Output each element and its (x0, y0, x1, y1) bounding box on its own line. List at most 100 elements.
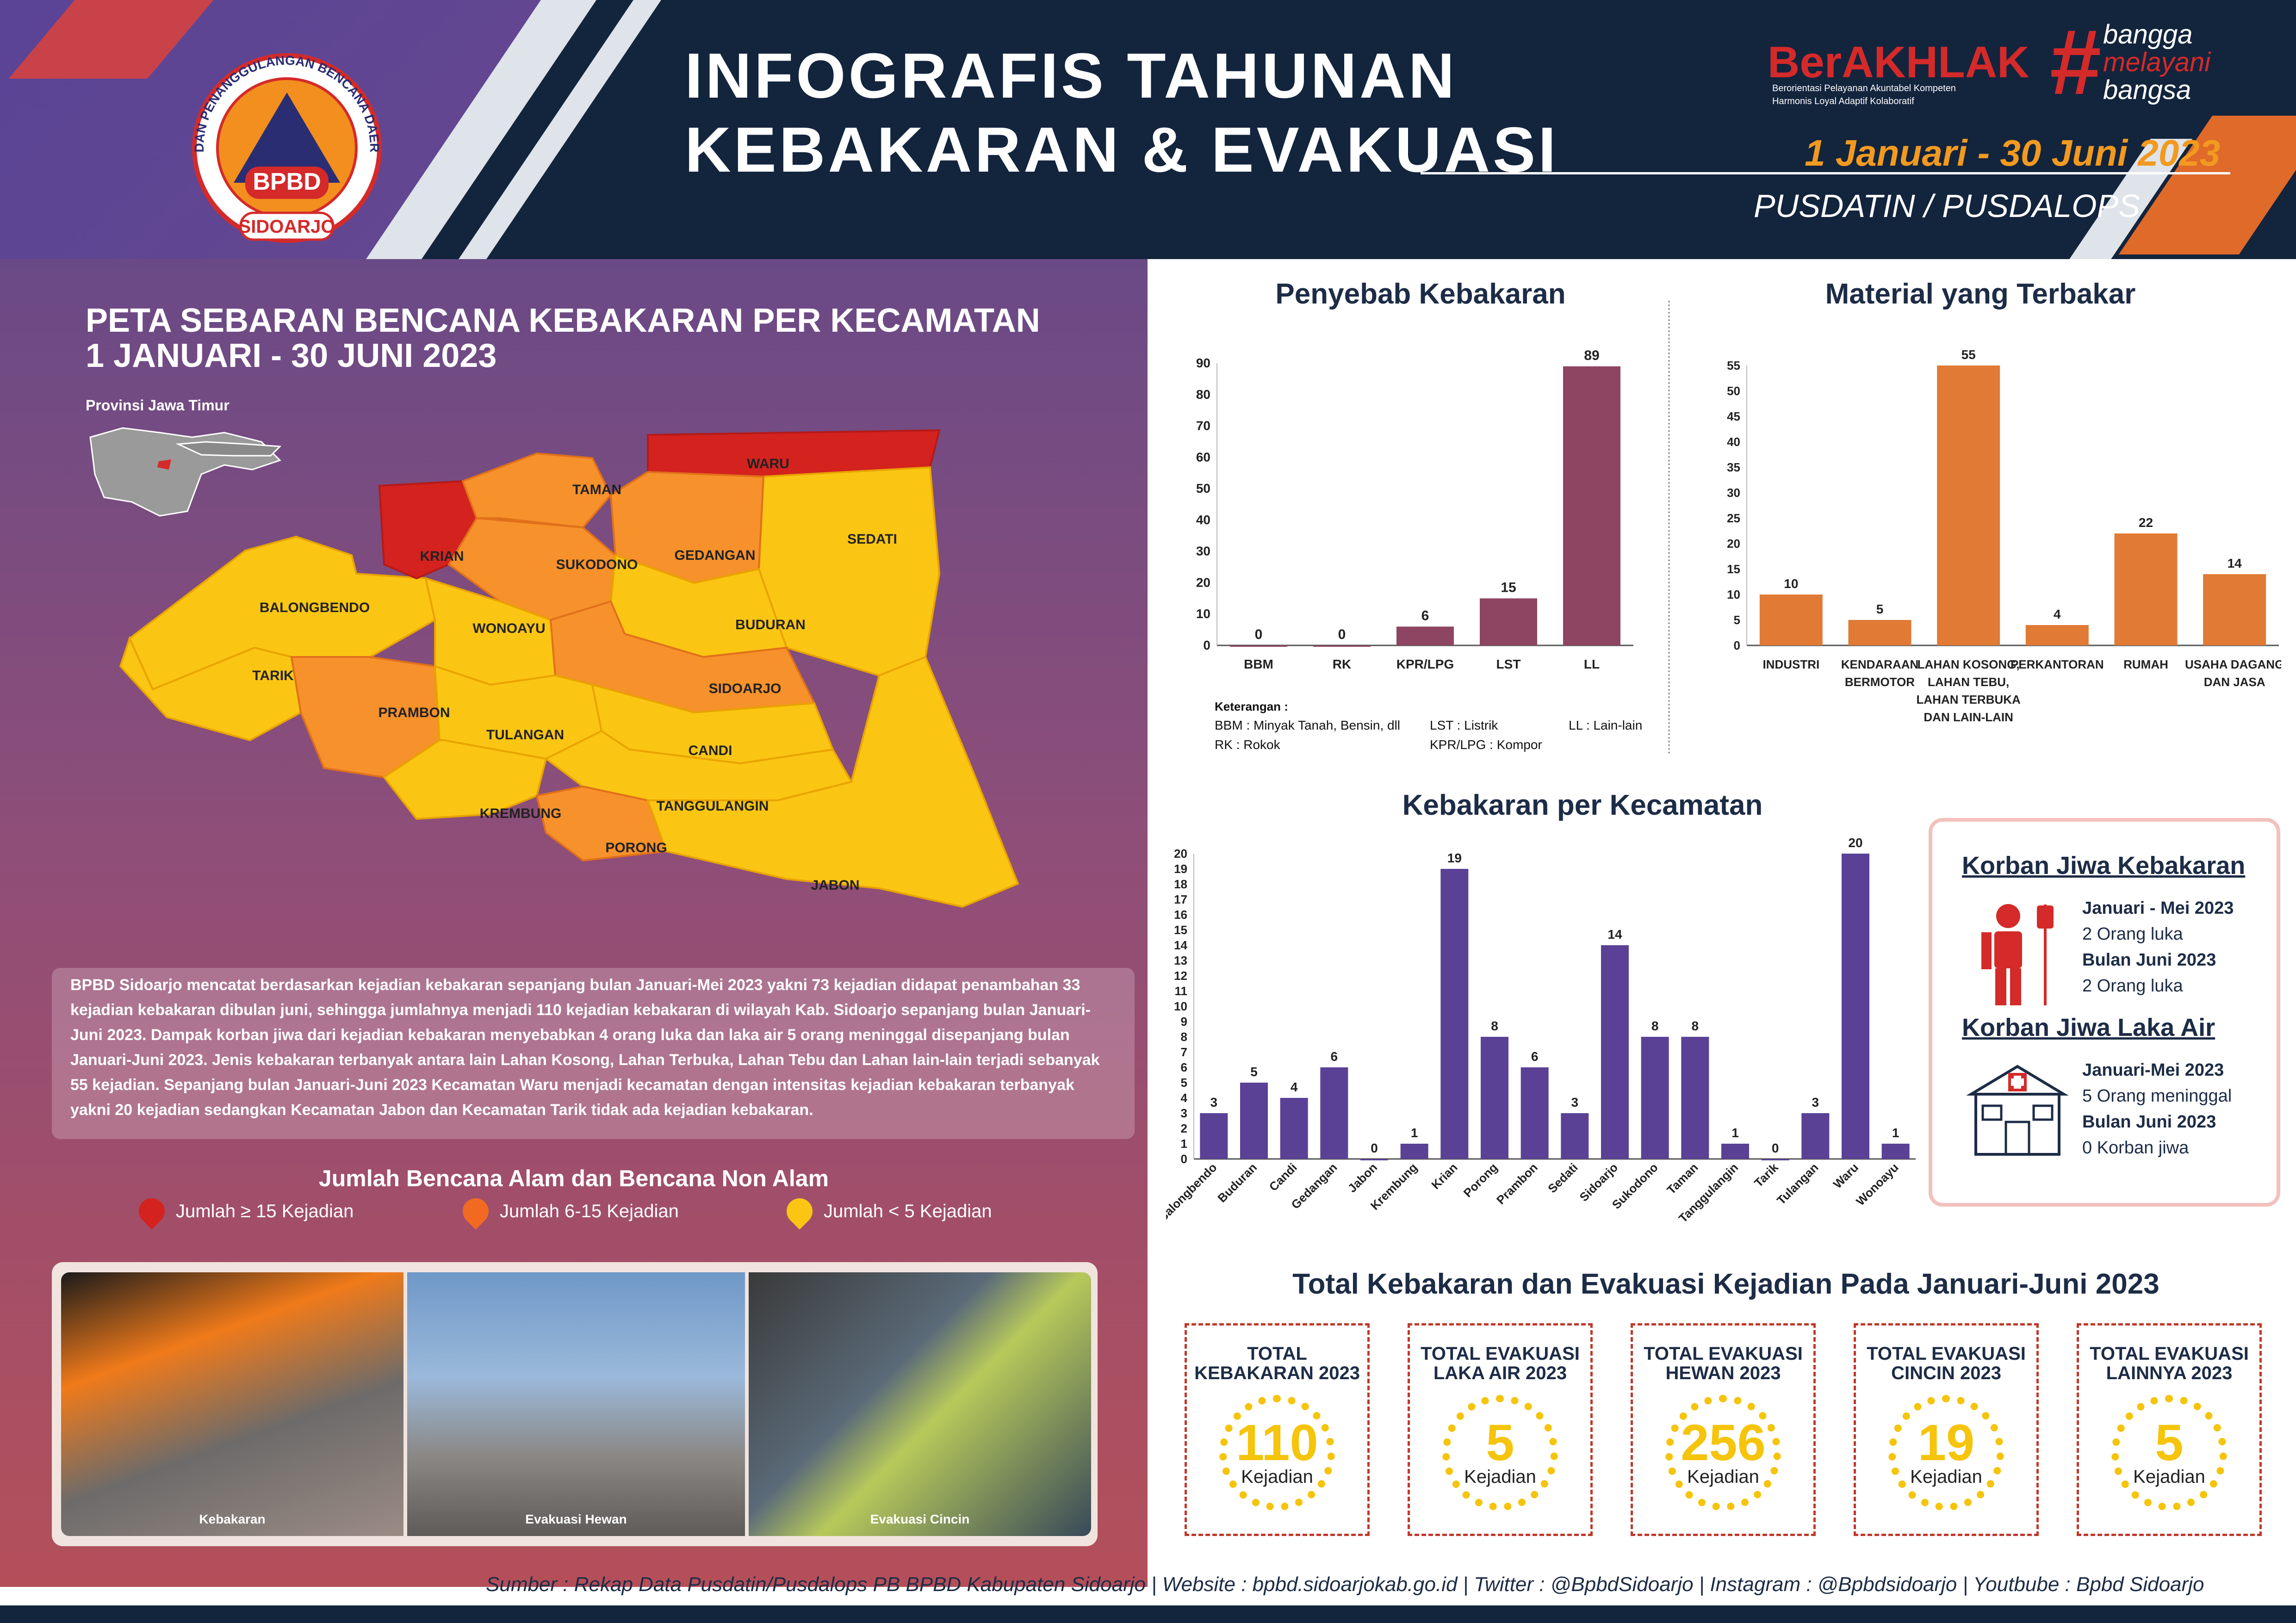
fire-casualty-title: Korban Jiwa Kebakaran (1962, 852, 2246, 880)
data-label: 5 (1250, 1065, 1258, 1079)
kpi-total-hewan: TOTAL EVAKUASI HEWAN 2023 256 Kejadian (1631, 1323, 1816, 1536)
bar-candi (1280, 1098, 1308, 1159)
map-label-krian: KRIAN (420, 549, 464, 564)
x-tick-label: KPR/LPG (1396, 657, 1454, 671)
legend-label-high: Jumlah ≥ 15 Kejadian (176, 1201, 354, 1221)
page-title-line2: KEBAKARAN & EVAKUASI (685, 114, 1559, 186)
chart1-notes-title: Keterangan : (1215, 700, 1288, 713)
kpi-total-laka-air: TOTAL EVAKUASI LAKA AIR 2023 5 Kejadian (1408, 1323, 1593, 1536)
y-tick-label: 13 (1174, 954, 1187, 967)
bar-rk (1313, 645, 1371, 647)
y-tick-label: 14 (1174, 938, 1187, 952)
kpi-unit: Kejadian (1464, 1467, 1536, 1487)
map-label-taman: TAMAN (572, 482, 621, 497)
y-tick-label: 0 (1181, 1152, 1187, 1166)
legend: Jumlah ≥ 15 Kejadian Jumlah 6-15 Kejadia… (133, 1193, 1064, 1231)
kpi-unit: Kejadian (2133, 1467, 2205, 1487)
x-tick-label: Prambon (1494, 1160, 1540, 1207)
kpi-title-l2: CINCIN 2023 (1891, 1363, 2001, 1383)
y-tick-label: 7 (1181, 1045, 1187, 1059)
y-tick-label: 16 (1174, 908, 1187, 922)
x-tick-label: Jabon (1345, 1160, 1380, 1195)
kpi-title: TOTAL EVAKUASI LAINNYA 2023 (2079, 1344, 2259, 1383)
x-tick-label: Taman (1664, 1160, 1700, 1197)
x-tick-label: Wonoayu (1853, 1160, 1901, 1208)
y-tick-label: 80 (1196, 387, 1210, 402)
bar-tulangan (1801, 1113, 1830, 1159)
data-label: 3 (1210, 1095, 1218, 1109)
bar-rumah (2114, 533, 2178, 645)
date-range: 1 Januari - 30 Juni 2023 (1805, 132, 2221, 173)
data-label: 1 (1892, 1126, 1899, 1140)
y-tick-label: 90 (1196, 356, 1210, 370)
water-casualty-lines: Januari-Mei 2023 5 Orang meninggal Bulan… (2082, 1057, 2232, 1161)
y-tick-label: 11 (1175, 984, 1188, 998)
photo-evakuasi-hewan: Evakuasi Hewan (407, 1272, 745, 1536)
y-tick-label: 2 (1181, 1121, 1187, 1135)
x-tick-label: Porong (1461, 1160, 1501, 1200)
bar-lst (1480, 598, 1537, 645)
data-label: 6 (1531, 1049, 1539, 1064)
bangga-line1: bangga (2103, 19, 2193, 50)
y-tick-label: 10 (1727, 588, 1740, 601)
kpi-title: TOTAL EVAKUASI LAKA AIR 2023 (1410, 1344, 1590, 1383)
x-tick-label: Krian (1428, 1160, 1460, 1192)
water-period-2: Bulan Juni 2023 (2082, 1112, 2216, 1132)
logo-center-text: BPBD (253, 168, 321, 195)
kpi-title: TOTAL EVAKUASI CINCIN 2023 (1856, 1344, 2036, 1383)
kpi-title: TOTAL KEBAKARAN 2023 (1187, 1344, 1367, 1383)
y-tick-label: 5 (1734, 613, 1740, 627)
map-label-candi: CANDI (689, 743, 732, 758)
map-label-waru: WARU (747, 456, 789, 471)
footer-band (0, 1605, 2296, 1623)
bangga-hash: # (2050, 11, 2102, 114)
chart3-title: Kebakaran per Kecamatan (1402, 789, 1763, 821)
x-tick-label: LL (1584, 657, 1600, 671)
kpi-unit: Kejadian (1687, 1467, 1759, 1487)
y-tick-label: 18 (1174, 877, 1187, 891)
narrative-text: BPBD Sidoarjo mencatat berdasarkan kejad… (52, 968, 1135, 1139)
kpi-value: 5 (2155, 1414, 2184, 1471)
chart-divider (1668, 301, 1670, 754)
kpi-title-l1: TOTAL EVAKUASI (2090, 1344, 2249, 1364)
fire-period-2: Bulan Juni 2023 (2082, 950, 2216, 970)
data-label: 89 (1584, 348, 1599, 363)
kpi-total-lainnya: TOTAL EVAKUASI LAINNYA 2023 5 Kejadian (2077, 1323, 2262, 1536)
fire-value-2: 2 Orang luka (2082, 976, 2183, 996)
y-tick-label: 40 (1196, 513, 1210, 527)
data-label: 14 (2228, 556, 2242, 570)
chart-kecamatan: 012345678910111213141516171819203Balongb… (1166, 837, 1916, 1225)
data-label: 8 (1491, 1019, 1498, 1033)
footer-source: Sumber : Rekap Data Pusdatin/Pusdalops P… (486, 1573, 2204, 1596)
bar-gedangan (1320, 1067, 1348, 1159)
bar-jabon (1360, 1159, 1388, 1160)
bangga-logo: bangga melayani bangsa (2103, 21, 2210, 104)
injured-person-icon (1981, 904, 2054, 1005)
data-label: 4 (1291, 1080, 1298, 1094)
bar-perkantoran (2025, 625, 2089, 645)
x-tick-label: LST (1496, 657, 1521, 671)
y-tick-label: 50 (1196, 481, 1210, 496)
photo-caption-hewan: Evakuasi Hewan (525, 1512, 627, 1526)
unit-label: PUSDATIN / PUSDALOPS (1754, 188, 2141, 224)
y-tick-label: 55 (1727, 359, 1740, 372)
map-label-tarik: TARIK (252, 668, 294, 683)
x-tick-label: Tulangan (1774, 1160, 1821, 1208)
pin-red-icon (133, 1193, 170, 1230)
bar-kendaraan-bermotor (1848, 620, 1911, 645)
x-tick-label: Candi (1266, 1160, 1300, 1194)
data-label: 20 (1848, 837, 1862, 850)
data-label: 15 (1501, 580, 1516, 595)
map-label-krembung: KREMBUNG (480, 806, 562, 821)
map-label-porong: PORONG (605, 840, 667, 855)
x-tick-label: Waru (1831, 1160, 1862, 1191)
bar-porong (1481, 1037, 1508, 1159)
fire-value-1: 2 Orang luka (2082, 924, 2183, 944)
bar-sidoarjo (1601, 945, 1629, 1159)
title-underline (1421, 172, 2230, 174)
x-tick-label: Buduran (1215, 1160, 1260, 1205)
y-tick-label: 45 (1727, 409, 1740, 423)
map-label-balongbendo: BALONGBENDO (260, 600, 370, 615)
data-label: 1 (1411, 1126, 1418, 1140)
y-tick-label: 19 (1174, 862, 1187, 876)
